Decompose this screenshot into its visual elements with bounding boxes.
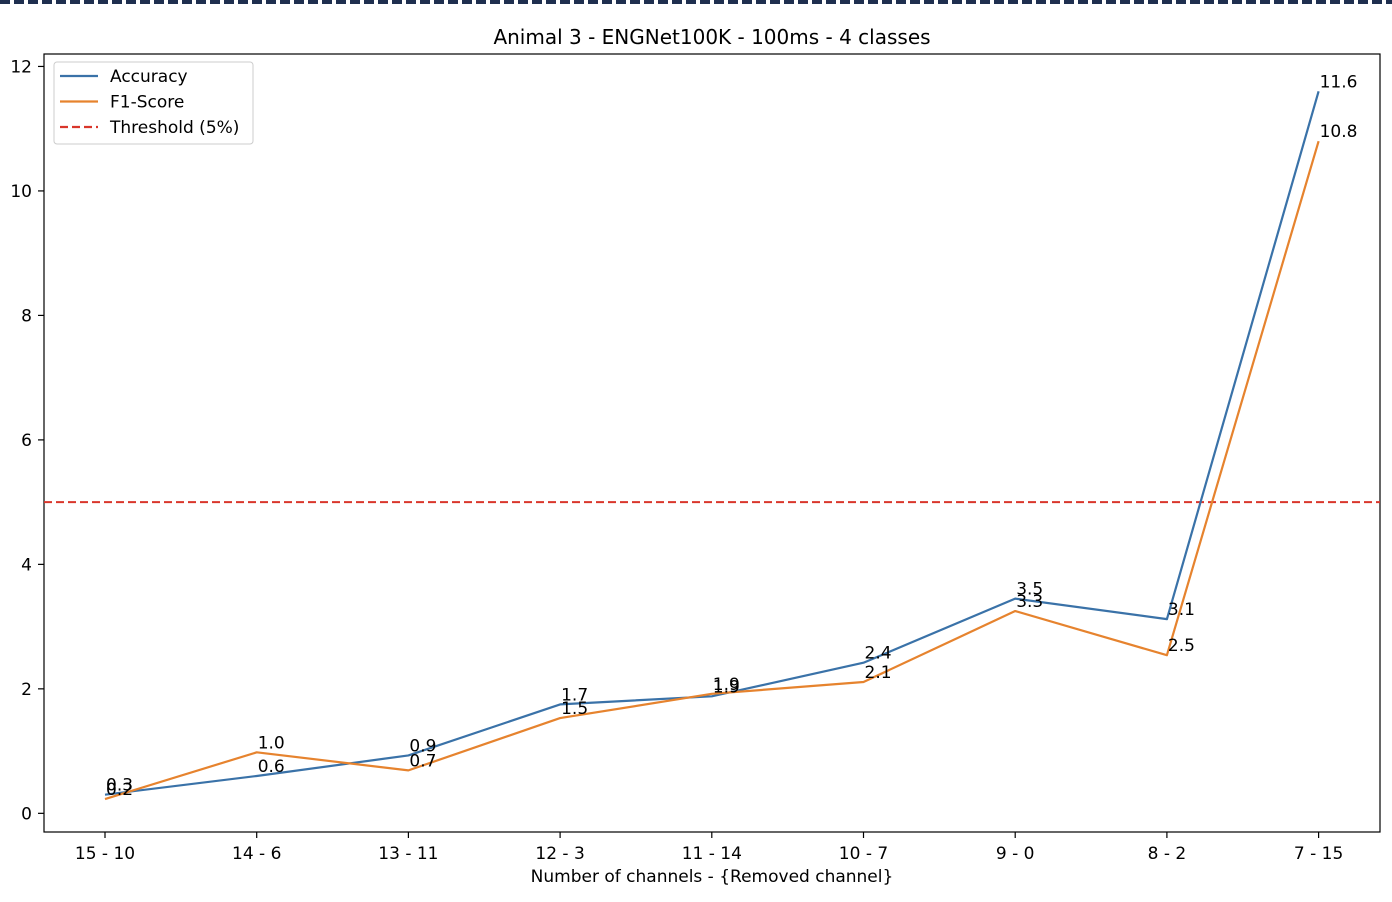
top-dashed-border bbox=[0, 0, 1392, 4]
plot-area: 0 2 4 6 8 10 12 15 - 10 14 - 6 13 - 11 12 - 3 11 - … bbox=[10, 53, 1381, 864]
x-tick-label: 11 - 14 bbox=[682, 844, 742, 864]
legend-label: Accuracy bbox=[110, 67, 188, 87]
data-label: 3.1 bbox=[1168, 600, 1195, 620]
y-tick-label: 2 bbox=[21, 680, 32, 700]
data-label: 0.2 bbox=[106, 780, 133, 800]
legend-box bbox=[53, 61, 254, 145]
legend-label: Threshold (5%) bbox=[109, 118, 239, 138]
data-label: 2.1 bbox=[865, 663, 892, 683]
y-tick-label: 10 bbox=[10, 182, 32, 202]
data-label: 3.5 bbox=[1016, 580, 1043, 600]
x-tick-label: 12 - 3 bbox=[535, 844, 584, 864]
data-label: 1.0 bbox=[258, 733, 285, 753]
data-label: 10.8 bbox=[1320, 122, 1358, 142]
chart-title: Animal 3 - ENGNet100K - 100ms - 4 classe… bbox=[493, 25, 930, 49]
data-label: 1.7 bbox=[561, 685, 588, 705]
data-label: 11.6 bbox=[1320, 72, 1358, 92]
x-tick-label: 14 - 6 bbox=[232, 844, 281, 864]
data-label: 2.4 bbox=[865, 644, 892, 664]
x-tick-label: 9 - 0 bbox=[996, 844, 1035, 864]
data-label: 3.3 bbox=[1016, 592, 1043, 612]
legend: Accuracy F1-Score Threshold (5%) bbox=[53, 61, 254, 145]
data-label: 0.3 bbox=[106, 776, 133, 796]
series-line-f1-score bbox=[104, 140, 1320, 801]
data-label: 2.5 bbox=[1168, 636, 1195, 656]
y-tick-label: 8 bbox=[21, 306, 32, 326]
data-label: 1.9 bbox=[713, 677, 740, 697]
data-label: 0.6 bbox=[258, 757, 285, 777]
y-tick-label: 12 bbox=[10, 57, 32, 77]
y-tick-label: 0 bbox=[21, 804, 32, 824]
x-tick-label: 13 - 11 bbox=[378, 844, 438, 864]
data-label: 1.5 bbox=[561, 699, 588, 719]
x-tick-label: 15 - 10 bbox=[75, 844, 135, 864]
x-axis-title: Number of channels - {Removed channel} bbox=[531, 867, 894, 887]
y-tick-label: 6 bbox=[21, 431, 32, 451]
data-label: 0.7 bbox=[409, 751, 436, 771]
y-tick-label: 4 bbox=[21, 555, 32, 575]
plot-frame bbox=[43, 53, 1381, 833]
series-line-accuracy bbox=[104, 91, 1320, 796]
x-tick-label: 10 - 7 bbox=[839, 844, 888, 864]
legend-label: F1-Score bbox=[110, 93, 184, 113]
data-label: 1.9 bbox=[713, 675, 740, 695]
x-tick-label: 8 - 2 bbox=[1148, 844, 1187, 864]
x-tick-label: 7 - 15 bbox=[1294, 844, 1343, 864]
data-label: 0.9 bbox=[409, 736, 436, 756]
